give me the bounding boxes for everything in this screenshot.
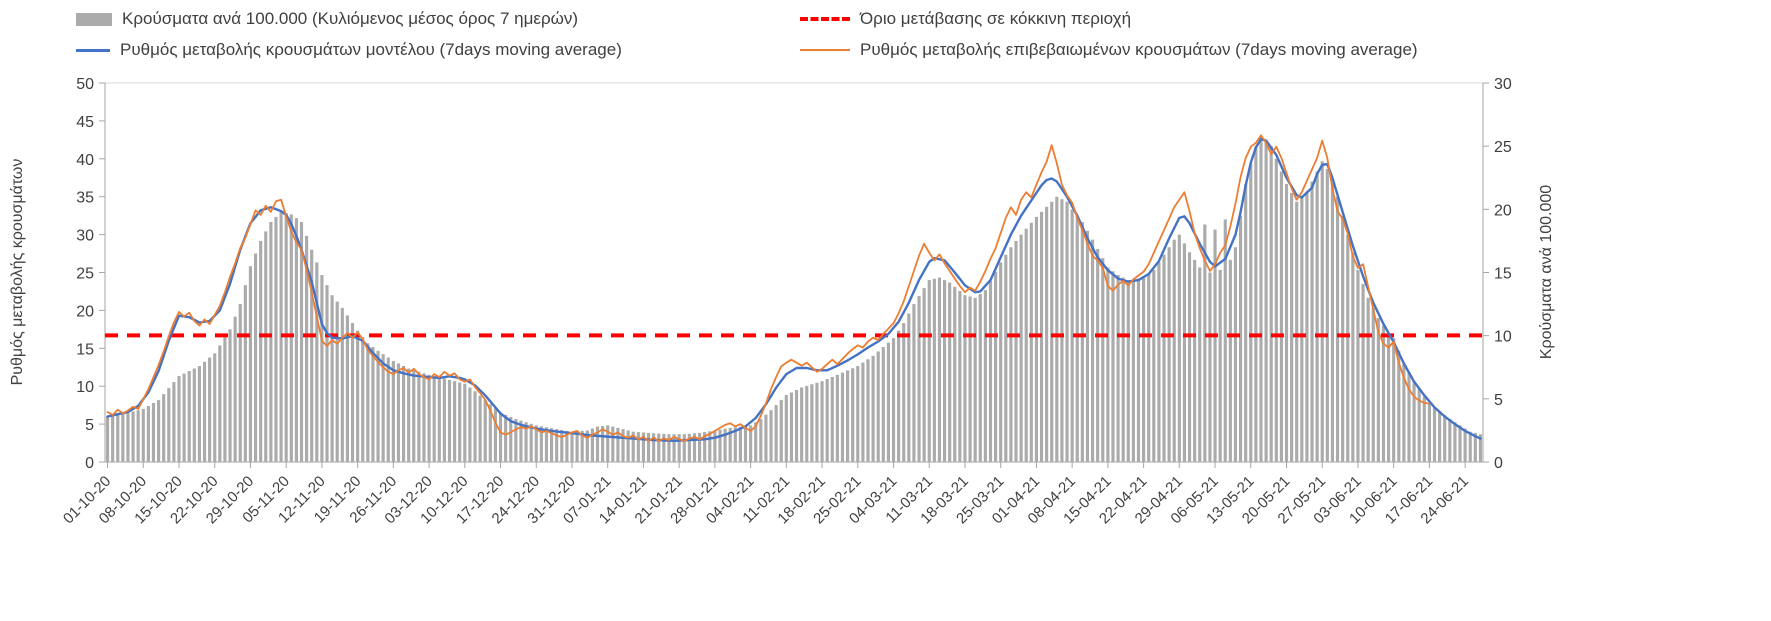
- svg-text:20: 20: [1494, 202, 1512, 219]
- right-axis-ticks: 0 5 10 15 20 25 30: [1483, 76, 1512, 472]
- gray-bar-swatch-icon: [76, 12, 112, 26]
- svg-text:0: 0: [1494, 455, 1503, 472]
- left-axis-title: Ρυθμός μεταβολής κρουσμάτων: [9, 159, 26, 386]
- svg-text:15: 15: [1494, 266, 1512, 283]
- legend-label-cases-bars: Κρούσματα ανά 100.000 (Κυλιόμενος μέσος …: [122, 9, 579, 28]
- confirmed-rate-line: [106, 134, 1431, 442]
- left-axis-ticks: 0 5 10 15 20 25 30 35 40 45 50: [76, 76, 105, 472]
- legend-item-model-rate: Ρυθμός μεταβολής κρουσμάτων μοντέλου (7d…: [76, 40, 622, 60]
- red-dashed-line-swatch-icon: [800, 17, 850, 21]
- svg-text:35: 35: [76, 190, 94, 207]
- svg-text:10: 10: [1494, 329, 1512, 346]
- legend-item-cases-bars: Κρούσματα ανά 100.000 (Κυλιόμενος μέσος …: [76, 9, 578, 29]
- bars-cases-per-100k: [105, 136, 1483, 463]
- svg-text:15: 15: [76, 341, 94, 358]
- svg-text:45: 45: [76, 114, 94, 131]
- svg-text:50: 50: [76, 76, 94, 93]
- svg-text:25: 25: [76, 266, 94, 283]
- legend-label-threshold: Όριο μετάβασης σε κόκκινη περιοχή: [860, 9, 1132, 28]
- svg-text:40: 40: [76, 152, 94, 169]
- svg-text:25: 25: [1494, 139, 1512, 156]
- blue-line-swatch-icon: [76, 48, 110, 52]
- right-axis-title: Κρούσματα ανά 100.000: [1538, 185, 1555, 359]
- svg-text:30: 30: [1494, 76, 1512, 93]
- legend-item-threshold: Όριο μετάβασης σε κόκκινη περιοχή: [800, 9, 1131, 29]
- svg-text:0: 0: [85, 455, 94, 472]
- orange-line-swatch-icon: [800, 48, 850, 52]
- legend-label-confirmed-rate: Ρυθμός μεταβολής επιβεβαιωμένων κρουσμάτ…: [860, 40, 1418, 59]
- legend-item-confirmed-rate: Ρυθμός μεταβολής επιβεβαιωμένων κρουσμάτ…: [800, 40, 1418, 60]
- x-axis-ticks: 01-10-2008-10-2015-10-2022-10-2029-10-20…: [60, 462, 1472, 527]
- model-rate-line: [106, 137, 1482, 442]
- legend-label-model-rate: Ρυθμός μεταβολής κρουσμάτων μοντέλου (7d…: [120, 40, 622, 59]
- svg-text:10: 10: [76, 379, 94, 396]
- plot-area: 0 5 10 15 20 25 30 35 40 45 50 0 5 10 15 20 25 30 01-10-20…: [60, 76, 1512, 527]
- svg-text:5: 5: [85, 417, 94, 434]
- svg-text:20: 20: [76, 303, 94, 320]
- svg-text:5: 5: [1494, 392, 1503, 409]
- svg-text:30: 30: [76, 228, 94, 245]
